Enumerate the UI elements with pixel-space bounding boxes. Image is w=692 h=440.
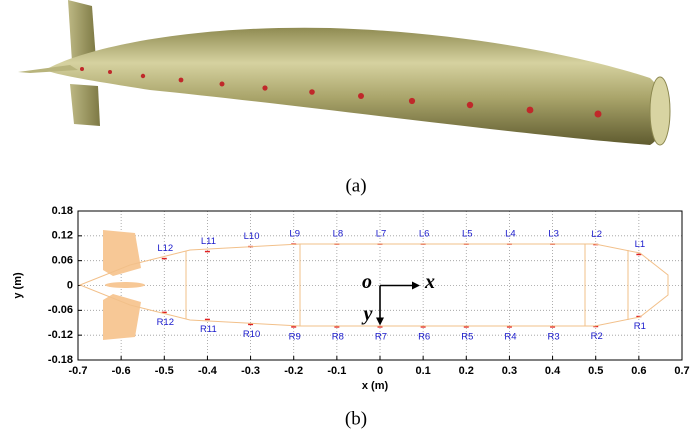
sensor-label: R3 <box>547 331 559 342</box>
x-tick-label: 0.3 <box>502 365 517 377</box>
x-tick-label: 0.7 <box>674 365 689 377</box>
x-tick-label: -0.7 <box>69 365 88 377</box>
y-tick-label: 0.06 <box>52 255 73 267</box>
sensor-label: R4 <box>504 331 516 342</box>
x-tick-label: 0.6 <box>631 365 646 377</box>
x-tick-label: -0.5 <box>155 365 174 377</box>
sensor-label: R11 <box>200 324 217 335</box>
x-tick-label: 0.2 <box>459 365 474 377</box>
x-tick-label: -0.3 <box>241 365 260 377</box>
y-axis-label: y (m) <box>12 272 24 299</box>
origin-label: o <box>362 271 372 293</box>
sensor-label: L7 <box>376 229 387 240</box>
y-tick-label: 0.18 <box>52 205 73 217</box>
sensor-label: R12 <box>157 317 174 328</box>
sensor-label: L10 <box>244 231 260 242</box>
hull-body <box>45 28 664 145</box>
x-tick-label: 0.5 <box>588 365 603 377</box>
y-tick-label: -0.12 <box>48 329 73 341</box>
sensor-label: R6 <box>418 331 430 342</box>
x-tick-label: -0.1 <box>327 365 346 377</box>
sensor-label: L11 <box>201 236 216 247</box>
sensor-label: R9 <box>289 331 301 342</box>
sensor-label: L12 <box>157 243 173 254</box>
sensor-label: L1 <box>635 239 646 250</box>
y-tick-label: -0.18 <box>48 354 73 366</box>
sensor-label: R7 <box>375 331 387 342</box>
y-arrow-head <box>376 318 384 326</box>
sensor-label: L8 <box>333 229 344 240</box>
sensor-label: L4 <box>505 229 516 240</box>
sensor-label: L5 <box>462 229 473 240</box>
x-axis-label: x (m) <box>362 380 389 392</box>
nose-cap <box>650 77 670 145</box>
sensor-label: R10 <box>243 329 260 340</box>
bottom-fin <box>70 84 100 126</box>
y-tick-label: -0.06 <box>48 304 73 316</box>
sensor-label: R5 <box>461 331 473 342</box>
sensor-label: R8 <box>332 331 344 342</box>
x-tick-label: -0.4 <box>198 365 218 377</box>
x-tick-label: 0 <box>377 365 383 377</box>
sensor-label: L2 <box>591 229 602 240</box>
sensor-label: R1 <box>634 321 646 332</box>
x-tick-label: -0.6 <box>112 365 131 377</box>
caption-b: (b) <box>345 408 367 429</box>
hull-render <box>18 0 670 145</box>
x-arrow-label: x <box>424 271 435 293</box>
x-arrow-head <box>412 282 420 290</box>
x-tick-label: -0.2 <box>284 365 303 377</box>
sensor-label: L3 <box>548 229 559 240</box>
sensor-label: L9 <box>289 229 300 240</box>
sensor-label: R2 <box>591 331 603 342</box>
y-tick-label: 0.12 <box>52 230 73 242</box>
figure: (a) (b) -0.7 -0.6 -0.5 -0.4 -0.3 -0.2 -0.1 0 0.1… <box>0 0 692 435</box>
y-tick-label: 0 <box>67 279 73 291</box>
x-tick-label: 0.4 <box>545 365 561 377</box>
x-tick-label: 0.1 <box>415 365 430 377</box>
caption-a: (a) <box>345 175 366 196</box>
y-arrow-label: y <box>362 303 373 325</box>
sensor-label: L6 <box>419 229 430 240</box>
